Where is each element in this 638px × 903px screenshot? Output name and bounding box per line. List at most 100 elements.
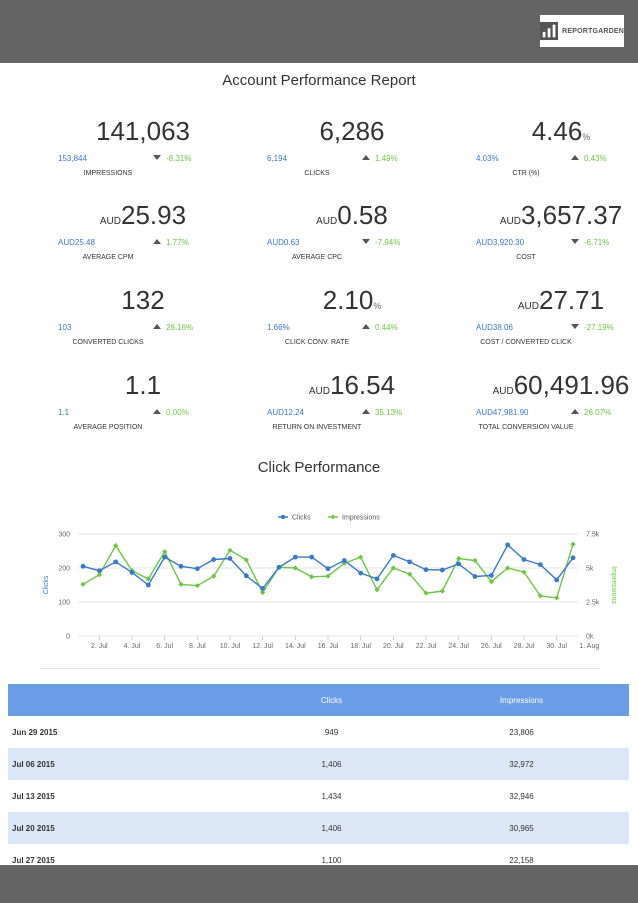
point-clicks bbox=[129, 570, 135, 575]
metric-change-value: 26.07% bbox=[584, 408, 612, 417]
metric-change: 26.07% bbox=[571, 408, 611, 417]
point-impressions bbox=[505, 565, 511, 571]
metric-change: -27.19% bbox=[571, 323, 614, 332]
metric-clicks: 6,286 6,194 1.49% CLICKS bbox=[267, 116, 437, 186]
row-impressions: 22,158 bbox=[509, 855, 534, 865]
point-impressions bbox=[309, 574, 315, 580]
point-impressions bbox=[488, 579, 494, 585]
metric-value: 16.54 bbox=[330, 370, 396, 400]
row-clicks: 1,406 bbox=[249, 812, 414, 844]
y-tick-label: 300 bbox=[58, 532, 70, 539]
row-impressions: 30,965 bbox=[414, 812, 629, 844]
metric-total-conversion-value: AUD60,491.96 AUD47,981.90 26.07% TOTAL CONV… bbox=[476, 370, 638, 440]
metric-previous: 4.03% bbox=[476, 154, 499, 163]
point-impressions bbox=[194, 583, 200, 589]
metric-value: 27.71 bbox=[539, 285, 605, 315]
metric-label: CLICK CONV. RATE bbox=[284, 339, 350, 346]
click-performance-title: Click Performance bbox=[257, 459, 381, 476]
arrow-down-icon bbox=[571, 324, 579, 329]
x-tick-label: 6. Jul bbox=[156, 643, 173, 650]
divider bbox=[40, 668, 600, 669]
row-clicks: 1,100 bbox=[321, 855, 342, 865]
x-tick-label: 20. Jul bbox=[383, 643, 404, 650]
legend-marker-clicks bbox=[280, 514, 286, 520]
metric-value: 25.93 bbox=[121, 200, 187, 230]
table-row: Jul 13 2015 1,434 32,946 bbox=[8, 780, 629, 812]
metric-previous: 6,194 bbox=[267, 154, 288, 163]
y2-tick-label: 2.5k bbox=[586, 600, 600, 607]
row-date: Jun 29 2015 bbox=[12, 727, 58, 737]
metric-currency: AUD bbox=[308, 386, 331, 397]
metric-value-group: AUD3,657.37 bbox=[476, 200, 638, 231]
metric-impressions: 141,063 153,844 -8.31% IMPRESSIONS bbox=[58, 116, 228, 186]
metric-converted-clicks: 132 103 28.16% CONVERTED CLICKS bbox=[58, 285, 228, 355]
point-clicks bbox=[537, 562, 543, 567]
metric-value: 141,063 bbox=[96, 116, 190, 146]
arrow-up-icon bbox=[153, 409, 161, 414]
metric-label: AVERAGE CPM bbox=[82, 254, 134, 261]
metric-change-value: 28.16% bbox=[166, 323, 194, 332]
arrow-up-icon bbox=[153, 324, 161, 329]
point-clicks bbox=[488, 573, 494, 578]
metric-value: 1.1 bbox=[124, 370, 162, 400]
point-clicks bbox=[276, 564, 282, 570]
legend-marker-impressions bbox=[330, 514, 336, 520]
row-impressions: 23,806 bbox=[509, 727, 534, 737]
metric-value-group: AUD16.54 bbox=[267, 370, 437, 401]
arrow-up-icon bbox=[571, 409, 579, 414]
row-clicks: 949 bbox=[324, 727, 339, 737]
point-impressions bbox=[80, 581, 86, 587]
point-impressions bbox=[292, 565, 298, 571]
row-date: Jul 20 2015 bbox=[8, 812, 249, 844]
y2-tick-label: 0k bbox=[586, 634, 594, 641]
point-impressions bbox=[341, 560, 347, 566]
metric-change-value: 0.43% bbox=[584, 154, 607, 163]
row-date: Jul 13 2015 bbox=[12, 791, 55, 801]
point-clicks bbox=[260, 586, 266, 591]
row-impressions: 32,946 bbox=[509, 791, 534, 801]
metric-change: -7.94% bbox=[362, 238, 400, 247]
metric-average-position: 1.1 1.1 0.00% AVERAGE POSITION bbox=[58, 370, 228, 440]
metric-previous: AUD38.06 bbox=[476, 323, 513, 332]
metric-change: 1.49% bbox=[362, 154, 398, 163]
legend-label-impressions: Impressions bbox=[342, 515, 380, 522]
metric-change-value: 0.00% bbox=[166, 408, 189, 417]
y-tick-label: 200 bbox=[58, 566, 70, 573]
point-clicks bbox=[309, 554, 315, 560]
table-header-date bbox=[8, 684, 249, 716]
bottom-bar bbox=[0, 865, 638, 903]
arrow-down-icon bbox=[571, 239, 579, 244]
table-header-clicks: Clicks bbox=[249, 684, 414, 716]
metric-label: CONVERTED CLICKS bbox=[72, 339, 144, 346]
y-tick-label: 100 bbox=[58, 600, 70, 607]
metric-value-group: 132 bbox=[58, 285, 228, 316]
row-date: Jul 06 2015 bbox=[8, 748, 249, 780]
point-clicks bbox=[113, 559, 119, 565]
point-clicks bbox=[211, 557, 217, 562]
point-clicks bbox=[358, 570, 364, 576]
arrow-up-icon bbox=[362, 409, 370, 414]
metric-previous: AUD47,981.90 bbox=[476, 408, 529, 417]
point-impressions bbox=[374, 587, 380, 593]
metric-value-group: AUD60,491.96 bbox=[476, 370, 638, 401]
metric-value: 132 bbox=[121, 285, 165, 315]
point-impressions bbox=[358, 554, 364, 560]
metric-change: 0.00% bbox=[153, 408, 189, 417]
metric-change-value: -7.94% bbox=[375, 238, 401, 247]
metric-label: CTR (%) bbox=[512, 170, 540, 177]
point-clicks bbox=[505, 542, 511, 548]
metric-label: AVERAGE CPC bbox=[291, 254, 343, 261]
metric-currency: AUD bbox=[99, 216, 122, 227]
table-row: Jul 27 2015 1,100 22,158 bbox=[8, 844, 629, 876]
metric-value: 3,657.37 bbox=[520, 200, 623, 230]
metric-label: COST bbox=[516, 254, 536, 261]
metric-currency: AUD bbox=[499, 216, 521, 227]
metric-previous: 1.1 bbox=[58, 408, 70, 417]
point-clicks bbox=[570, 555, 576, 561]
metric-value-group: 2.10% bbox=[267, 285, 437, 316]
x-tick-label: 18. Jul bbox=[350, 643, 371, 650]
metric-value: 60,491.96 bbox=[513, 370, 630, 400]
point-impressions bbox=[145, 576, 151, 582]
metric-value-group: 141,063 bbox=[58, 116, 228, 147]
metric-label: CLICKS bbox=[304, 170, 330, 177]
